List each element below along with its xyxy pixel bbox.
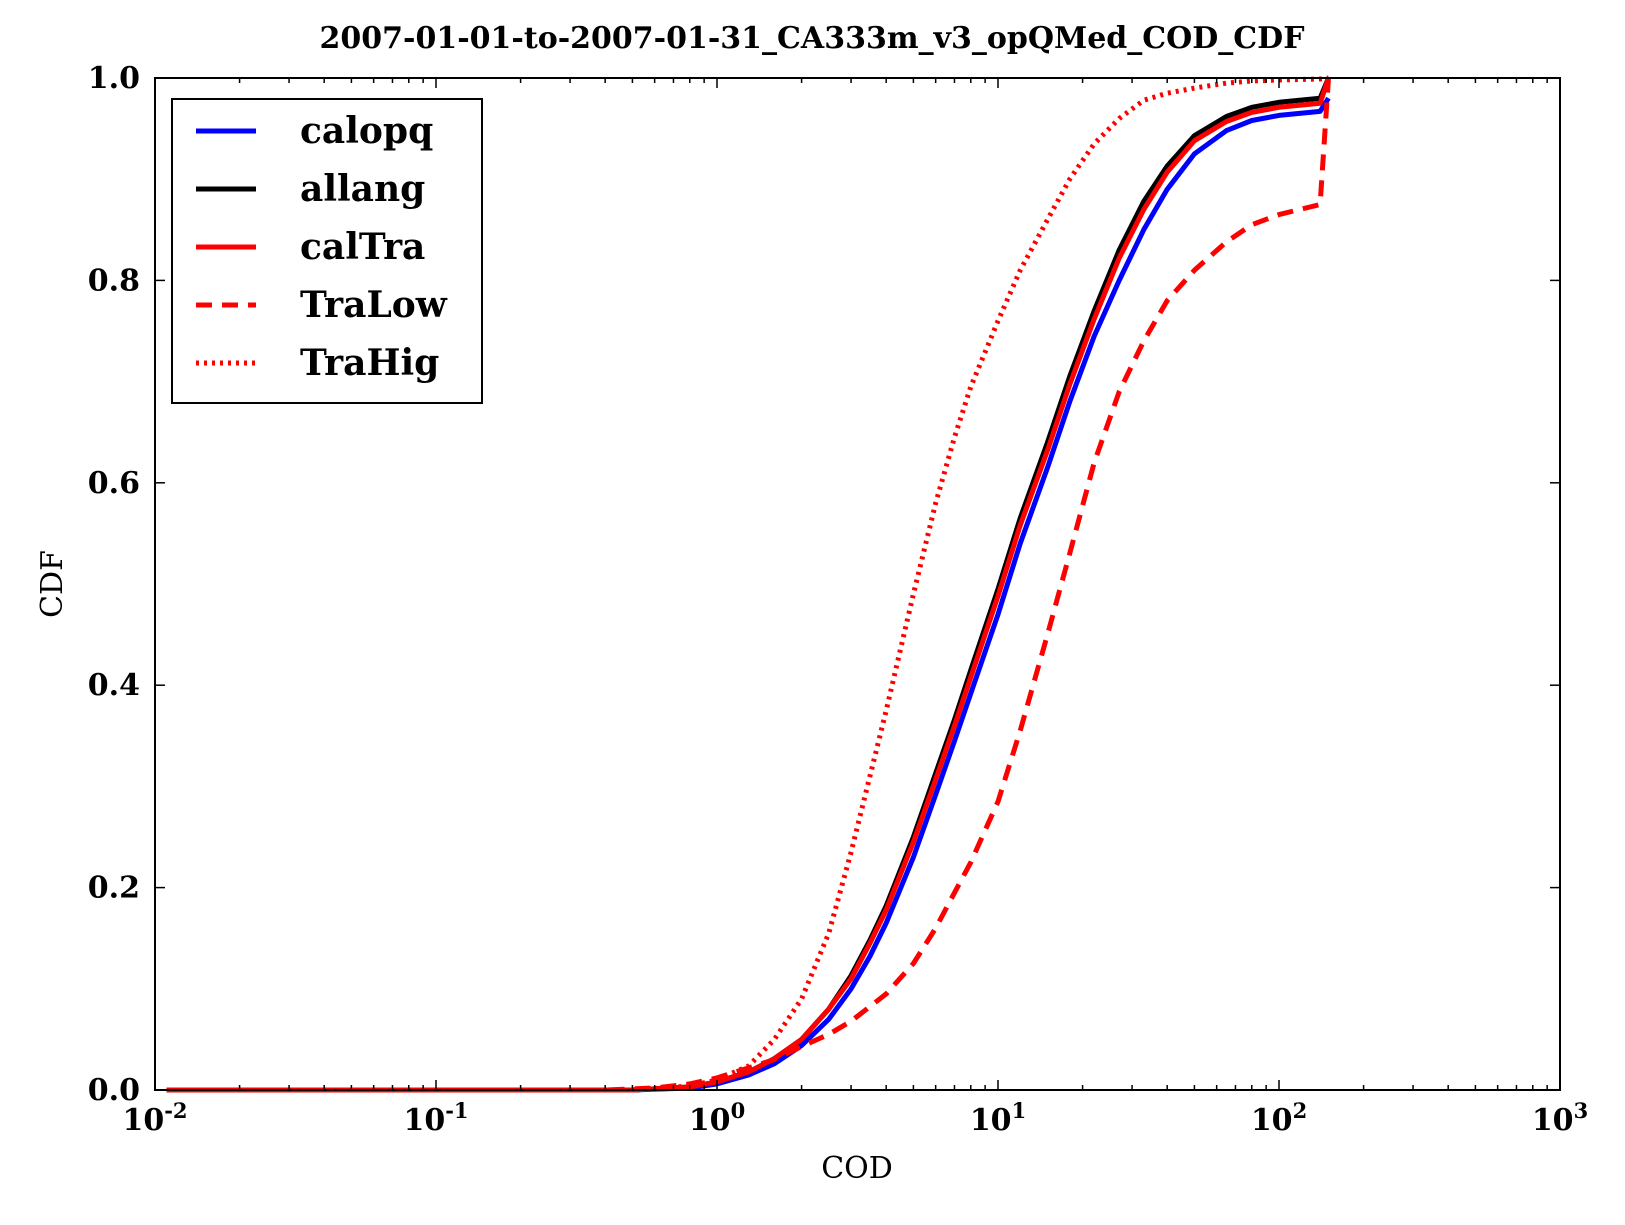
- x-tick-label: 101: [970, 1098, 1026, 1138]
- legend-label-caltra: calTra: [300, 226, 425, 268]
- y-tick-label: 1.0: [88, 61, 140, 96]
- x-tick-label: 10-1: [403, 1098, 468, 1138]
- y-tick-label: 0.4: [88, 668, 140, 703]
- x-tick-label: 102: [1251, 1098, 1307, 1138]
- x-tick-label: 10-2: [122, 1098, 187, 1138]
- legend-label-allang: allang: [300, 168, 425, 210]
- x-tick-label: 100: [689, 1098, 745, 1138]
- plot-frame: [154, 77, 1561, 1091]
- x-tick-labels: 10-2 10-1 100 101 102 103: [122, 1098, 1588, 1138]
- legend-label-trahig: TraHig: [300, 342, 439, 384]
- series-line-trahig: [166, 75, 1329, 1093]
- legend-label-calopq: calopq: [300, 110, 433, 152]
- chart-title: 2007-01-01-to-2007-01-31_CA333m_v3_opQMe…: [320, 21, 1305, 56]
- legend: calopq allang calTra TraLow TraHig: [171, 98, 483, 404]
- series-line-calopq: [166, 96, 1331, 1093]
- y-axis-label: CDF: [35, 550, 70, 618]
- x-axis-label: COD: [821, 1151, 893, 1186]
- x-tick-label: 103: [1532, 1098, 1588, 1138]
- y-tick-label: 0.2: [88, 871, 140, 906]
- y-tick-label: 0.0: [88, 1073, 140, 1108]
- y-tick-labels: 0.0 0.2 0.4 0.6 0.8 1.0: [88, 61, 140, 1108]
- series-line-tralow: [166, 77, 1331, 1093]
- y-tick-label: 0.8: [88, 263, 140, 298]
- y-tick-label: 0.6: [88, 466, 140, 501]
- plot-area: [166, 75, 1331, 1093]
- legend-box: [171, 98, 483, 404]
- legend-label-tralow: TraLow: [300, 284, 448, 326]
